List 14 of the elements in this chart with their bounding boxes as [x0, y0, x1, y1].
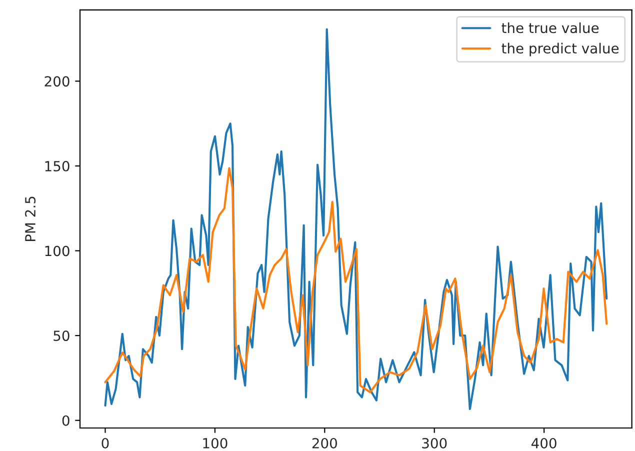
y-tick-label: 0: [62, 415, 70, 426]
legend-label: the predict value: [502, 42, 619, 56]
line-series: [104, 167, 608, 394]
x-tick-label: 400: [531, 438, 556, 448]
x-tick-label: 200: [312, 438, 337, 448]
x-tick-label: 0: [102, 438, 109, 448]
y-tick-label: 200: [44, 76, 70, 87]
legend-label: the true value: [502, 22, 599, 34]
x-tick-label: 100: [203, 438, 228, 448]
x-tick-label: 300: [422, 438, 447, 448]
y-tick-label: 150: [45, 160, 70, 172]
y-tick-label: 100: [45, 246, 70, 256]
y-tick-label: 50: [54, 330, 70, 342]
y-axis-title: PM 2.5: [25, 196, 36, 242]
